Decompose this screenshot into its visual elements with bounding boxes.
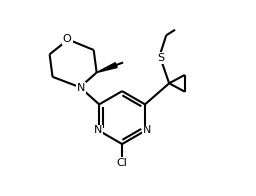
Text: N: N [77, 83, 85, 93]
Text: N: N [93, 125, 102, 135]
Text: S: S [157, 53, 164, 63]
Text: Cl: Cl [117, 158, 127, 168]
Polygon shape [97, 63, 117, 73]
Text: O: O [63, 34, 72, 44]
Text: N: N [142, 125, 151, 135]
